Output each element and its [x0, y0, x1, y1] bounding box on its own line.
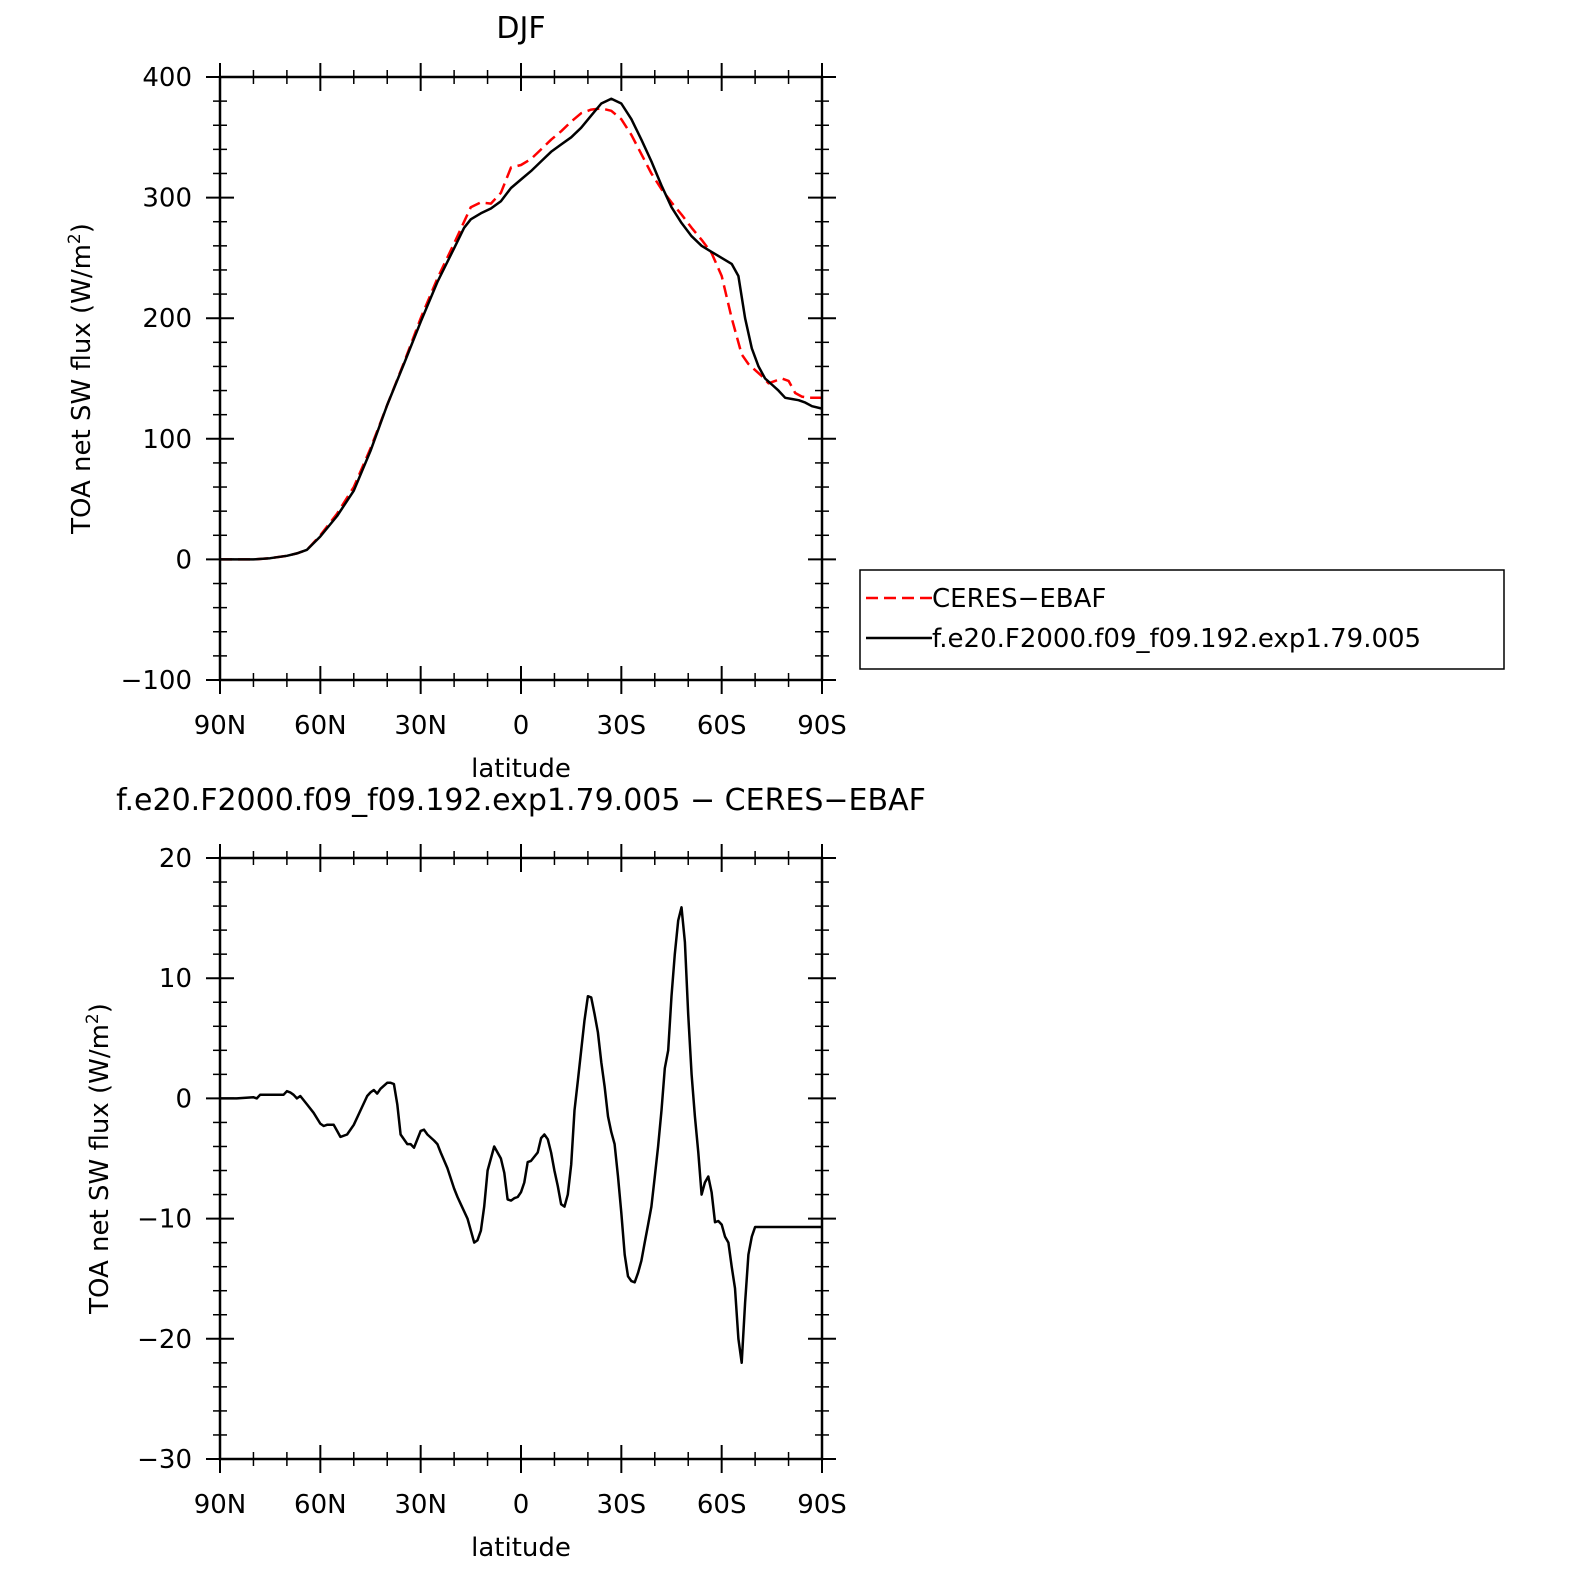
bottom-y-axis-label: TOA net SW flux (W/m2) — [83, 1003, 115, 1315]
bottom-panel-ticks — [206, 844, 836, 1473]
bottom-panel-series — [220, 906, 822, 1365]
x-tick-label: 90N — [194, 711, 247, 741]
bottom-panel-title: f.e20.F2000.f09_f09.192.exp1.79.005 − CE… — [116, 783, 926, 818]
y-tick-label: −20 — [137, 1325, 192, 1355]
bottom-plot-frame — [218, 856, 824, 1461]
bottom-panel: f.e20.F2000.f09_f09.192.exp1.79.005 − CE… — [83, 783, 926, 1563]
top-panel-ticks — [206, 63, 836, 694]
series-line-0 — [220, 107, 822, 561]
top-panel-series — [220, 97, 823, 561]
y-tick-label: 10 — [159, 964, 192, 994]
x-tick-label: 30S — [597, 1490, 647, 1520]
x-tick-label: 60S — [697, 711, 747, 741]
y-tick-label: −30 — [137, 1445, 192, 1475]
y-tick-label: 20 — [159, 844, 192, 874]
top-plot-frame — [218, 75, 824, 682]
x-tick-label: 90S — [797, 711, 847, 741]
top-x-axis-label: latitude — [471, 754, 571, 784]
x-tick-label: 30N — [394, 1490, 447, 1520]
x-tick-label: 90N — [194, 1490, 247, 1520]
top-panel-title: DJF — [496, 11, 545, 46]
x-tick-label: 30N — [394, 711, 447, 741]
y-tick-label: 0 — [175, 1084, 192, 1114]
legend-entry-model: f.e20.F2000.f09_f09.192.exp1.79.005 — [932, 624, 1421, 654]
top-panel-tick-labels: 90N 60N 30N 0 30S 60S 90S −100 0 100 200 300 400 — [121, 63, 847, 741]
x-tick-label: 60N — [294, 1490, 347, 1520]
x-tick-label: 30S — [597, 711, 647, 741]
legend-entry-ceres-ebaf: CERES−EBAF — [932, 584, 1106, 614]
series-line-1 — [220, 97, 823, 561]
y-tick-label: 100 — [142, 425, 192, 455]
x-tick-label: 90S — [797, 1490, 847, 1520]
y-tick-label: −100 — [121, 666, 192, 696]
y-tick-label: 0 — [175, 545, 192, 575]
top-y-axis-label: TOA net SW flux (W/m2) — [65, 223, 97, 535]
series-line-0 — [220, 906, 822, 1365]
bottom-panel-tick-labels: 90N 60N 30N 0 30S 60S 90S −30 −20 −10 0 10 20 — [137, 844, 847, 1520]
y-tick-label: 300 — [142, 184, 192, 214]
x-tick-label: 60N — [294, 711, 347, 741]
x-tick-label: 60S — [697, 1490, 747, 1520]
y-tick-label: 200 — [142, 304, 192, 334]
y-tick-label: −10 — [137, 1205, 192, 1235]
legend: CERES−EBAF f.e20.F2000.f09_f09.192.exp1.… — [859, 569, 1505, 670]
top-panel: DJF 90N 60N 30N 0 30S 60S 90S −100 0 100 200 300 400… — [65, 11, 847, 784]
x-tick-label: 0 — [513, 1490, 530, 1520]
legend-box — [859, 569, 1505, 670]
y-tick-label: 400 — [142, 63, 192, 93]
bottom-x-axis-label: latitude — [471, 1533, 571, 1563]
x-tick-label: 0 — [513, 711, 530, 741]
